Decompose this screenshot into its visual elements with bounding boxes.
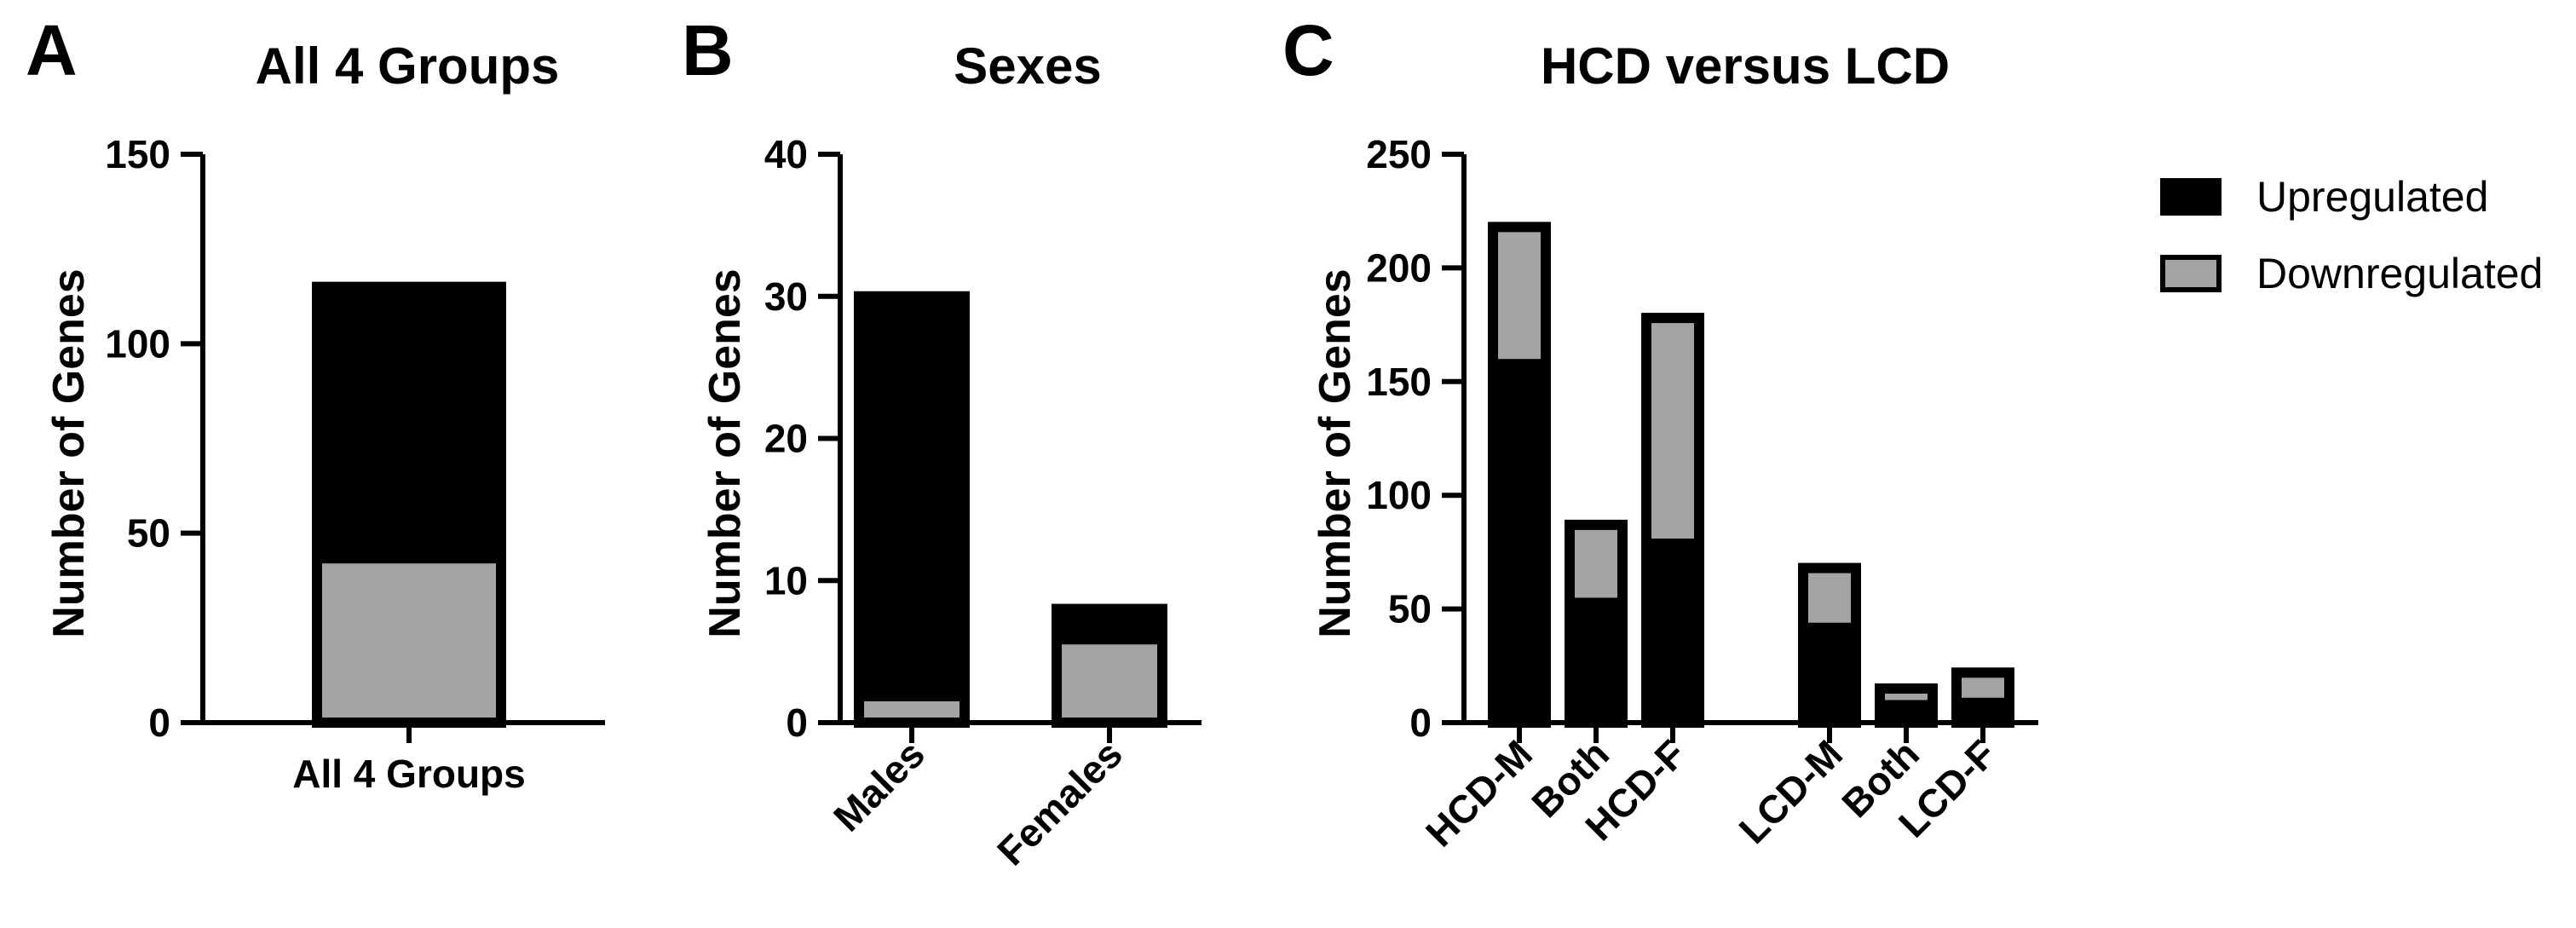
- bar-segment-upregulated: [1057, 608, 1162, 645]
- y-tick-label: 0: [786, 700, 808, 745]
- y-tick-label: 0: [148, 700, 170, 745]
- panel-b-bars: [854, 291, 1167, 728]
- bar-segment-downregulated: [1570, 524, 1622, 598]
- panel-a-title: All 4 Groups: [256, 37, 560, 95]
- y-tick-label: 10: [764, 558, 808, 602]
- bar-segment-upregulated: [859, 296, 965, 701]
- legend-upregulated-label: Upregulated: [2256, 173, 2488, 221]
- bar-segment-downregulated: [1493, 227, 1546, 360]
- y-tick-label: 50: [1388, 587, 1432, 631]
- x-tick-label: All 4 Groups: [292, 752, 525, 796]
- x-tick-label: Females: [988, 731, 1131, 873]
- bar-segment-upregulated: [1493, 359, 1546, 723]
- y-tick-label: 0: [1409, 700, 1432, 745]
- legend-downregulated-swatch: [2160, 255, 2222, 292]
- y-tick-label: 40: [764, 132, 808, 176]
- y-tick-label: 20: [764, 417, 808, 461]
- bar-segment-upregulated: [1646, 538, 1699, 723]
- panel-a-categories: All 4 Groups: [292, 723, 526, 796]
- x-tick-label: Males: [825, 731, 933, 839]
- legend-downregulated-label: Downregulated: [2256, 250, 2543, 297]
- bar-segment-downregulated: [1803, 568, 1856, 623]
- bar-segment-downregulated: [1057, 644, 1162, 723]
- panel-a: A All 4 Groups Number of Genes 0 50 100 150…: [26, 10, 605, 796]
- panel-c-y-ticks: 0 50 100 150 200 250: [1366, 132, 1464, 745]
- panel-c: C HCD versus LCD Number of Genes 0 50 100 1…: [1282, 10, 2038, 855]
- panel-a-letter: A: [26, 10, 78, 90]
- panel-c-title: HCD versus LCD: [1541, 37, 1950, 95]
- x-tick-label: HCD-M: [1417, 731, 1541, 855]
- panel-b-letter: B: [682, 10, 734, 90]
- panel-b-y-ticks: 0 10 20 30 40: [764, 132, 840, 745]
- x-tick-label: LCD-M: [1731, 731, 1852, 852]
- legend-upregulated-swatch: [2160, 178, 2222, 216]
- bar-segment-downregulated: [317, 563, 501, 723]
- y-tick-label: 200: [1366, 245, 1432, 290]
- panel-b-y-axis-label: Number of Genes: [700, 268, 750, 637]
- panel-c-letter: C: [1282, 10, 1334, 90]
- bar-segment-downregulated: [1646, 318, 1699, 539]
- y-tick-label: 150: [1366, 360, 1432, 404]
- bar-segment-upregulated: [1803, 622, 1856, 723]
- panel-a-y-ticks: 0 50 100 150: [105, 132, 203, 745]
- y-tick-label: 50: [127, 511, 170, 556]
- bar-segment-upregulated: [317, 286, 501, 564]
- y-tick-label: 100: [105, 321, 170, 366]
- bar-segment-upregulated: [1570, 597, 1622, 723]
- panel-a-bars: [312, 281, 506, 728]
- legend: Upregulated Downregulated: [2160, 173, 2543, 297]
- y-tick-label: 250: [1366, 132, 1432, 176]
- panel-b: B Sexes Number of Genes 0 10 20 30 40 Males F…: [682, 10, 1202, 873]
- panel-b-categories: Males Females: [825, 723, 1131, 873]
- y-tick-label: 150: [105, 132, 170, 176]
- panel-b-title: Sexes: [954, 37, 1102, 95]
- panel-a-y-axis-label: Number of Genes: [44, 268, 94, 637]
- panel-c-bars: [1488, 222, 2014, 729]
- panel-c-y-axis-label: Number of Genes: [1311, 268, 1360, 637]
- y-tick-label: 100: [1366, 473, 1432, 517]
- y-tick-label: 30: [764, 274, 808, 319]
